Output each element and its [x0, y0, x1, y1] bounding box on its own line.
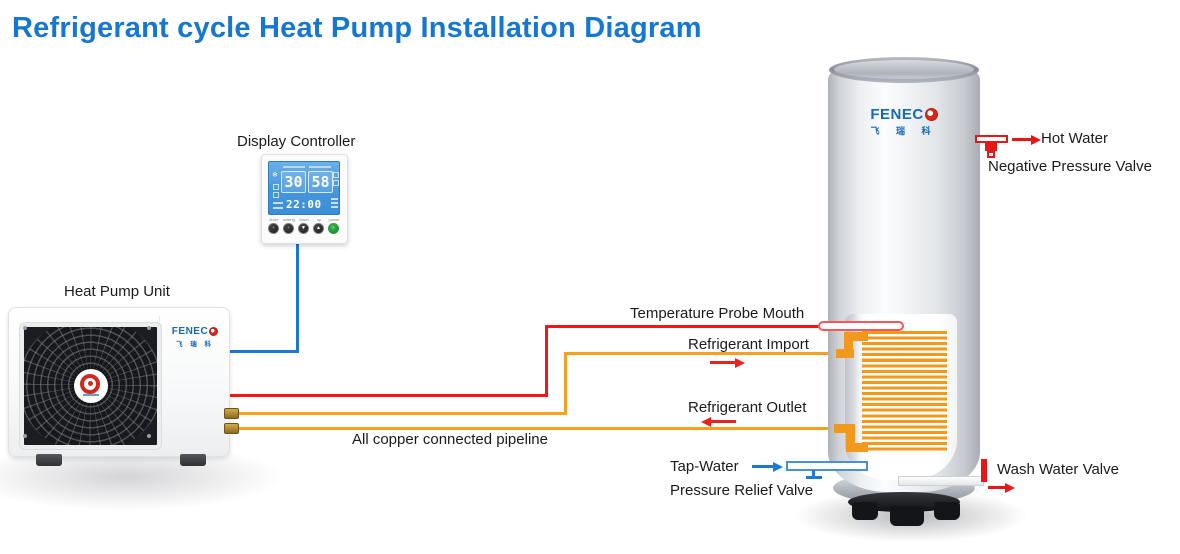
status-bar	[273, 202, 283, 204]
heat-pump-label: Heat Pump Unit	[64, 283, 170, 300]
screw-icon	[23, 326, 27, 330]
tap-water-label: Tap-Water	[670, 458, 739, 475]
refrigerant-import-label: Refrigerant Import	[688, 336, 809, 353]
mode-indicator-icon	[273, 184, 279, 190]
wash-water-flow-arrow-icon	[988, 486, 1006, 489]
outlet-valve-fitting-icon	[224, 423, 239, 434]
level-bar	[331, 202, 338, 204]
negative-pressure-valve-foot	[987, 151, 995, 158]
level-bar	[331, 198, 338, 200]
up-button-label: up	[316, 217, 322, 222]
heat-pump-unit: FENEC 飞 瑞 科	[8, 307, 230, 457]
heat-pump-foot	[180, 454, 206, 466]
import-valve-fitting-icon	[224, 408, 239, 419]
power-button: ◦	[328, 223, 339, 234]
brand-chinese-text: 飞 瑞 科	[870, 126, 938, 136]
outlet-line-horizontal	[228, 427, 852, 430]
refrigerant-import-arrow-icon	[710, 361, 736, 364]
display-controller: ❄ 30 58 22:00 timer setting down up powe…	[261, 154, 348, 244]
pressure-relief-valve-stem	[812, 470, 815, 477]
controller-wire-vertical	[296, 242, 299, 352]
probe-line-vertical	[545, 325, 548, 397]
coil-import-elbow	[844, 332, 853, 358]
fan-hub-core-icon	[88, 381, 93, 386]
pressure-relief-valve-label: Pressure Relief Valve	[670, 482, 814, 499]
coil-import-elbow	[844, 332, 868, 341]
hot-water-label: Hot Water	[1041, 130, 1108, 147]
controller-screen: ❄ 30 58 22:00	[268, 161, 340, 215]
tank-foot	[934, 502, 960, 520]
level-bar	[331, 206, 338, 208]
wash-water-valve	[981, 459, 987, 482]
import-line-horizontal-upper	[564, 352, 850, 355]
setting-button: ◦	[283, 223, 294, 234]
import-line-vertical	[564, 352, 567, 415]
screen-header-bar	[309, 166, 331, 168]
heat-exchanger-coil	[862, 331, 947, 453]
timer-button: ◦	[268, 223, 279, 234]
screw-icon	[147, 326, 151, 330]
screw-icon	[23, 434, 27, 438]
hot-water-flow-arrow-icon	[1012, 138, 1032, 141]
coil-outlet-elbow	[846, 424, 855, 452]
refrigerant-outlet-label: Refrigerant Outlet	[688, 399, 807, 416]
fan-hub-caption	[83, 394, 99, 396]
brand-chinese-text: 飞 瑞 科	[175, 341, 215, 348]
brand-name-text: FENEC	[171, 326, 209, 337]
timer-button-label: timer	[269, 217, 279, 222]
heat-pump-foot	[36, 454, 62, 466]
tank-brand-logo: FENEC 飞 瑞 科	[862, 106, 946, 137]
drain-pipe	[898, 476, 984, 486]
current-temp-display: 58	[308, 171, 333, 193]
mode-indicator-icon	[273, 192, 279, 198]
tank-foot	[890, 506, 924, 526]
negative-pressure-valve-label: Negative Pressure Valve	[988, 158, 1152, 175]
snowflake-icon: ❄	[272, 172, 278, 179]
tap-water-flow-arrow-icon	[752, 465, 774, 468]
wash-water-valve-label: Wash Water Valve	[997, 461, 1119, 478]
screw-icon	[147, 434, 151, 438]
brand-o-icon	[209, 327, 219, 336]
pressure-relief-valve-bar	[806, 476, 822, 479]
status-bar	[273, 207, 283, 209]
tank-level-icon	[333, 172, 339, 178]
tank-level-icon	[333, 180, 339, 186]
controller-wire-horizontal	[229, 350, 299, 353]
clock-display: 22:00	[286, 198, 322, 211]
refrigerant-outlet-arrow-icon	[710, 420, 736, 423]
coil-outlet-elbow	[846, 443, 868, 452]
page-title: Refrigerant cycle Heat Pump Installation…	[12, 12, 702, 44]
tank-foot	[852, 502, 878, 520]
copper-pipeline-label: All copper connected pipeline	[352, 431, 548, 448]
up-button: ▲	[313, 223, 324, 234]
temperature-probe-mouth-label: Temperature Probe Mouth	[630, 305, 805, 322]
tank-top-cap-inner	[834, 60, 974, 79]
brand-o-icon	[924, 108, 938, 121]
heat-pump-brand-logo: FENEC 飞 瑞 科	[167, 326, 223, 348]
down-button-label: down	[299, 217, 309, 222]
down-button: ▼	[298, 223, 309, 234]
tap-water-pipe	[786, 461, 868, 471]
temperature-probe	[818, 321, 904, 331]
import-line-horizontal-lower	[228, 412, 567, 415]
power-button-label: power	[328, 217, 340, 222]
screen-header-bar	[283, 166, 305, 168]
brand-name-text: FENEC	[870, 106, 924, 123]
fan-grille	[20, 323, 161, 449]
coil-outlet-elbow	[834, 424, 854, 433]
display-controller-label: Display Controller	[237, 133, 356, 150]
set-temp-display: 30	[281, 171, 306, 193]
fan-hub-logo	[74, 369, 108, 403]
setting-button-label: setting	[283, 217, 295, 222]
negative-pressure-valve-stem	[985, 142, 997, 151]
probe-line-horizontal-lower	[228, 394, 548, 397]
probe-line-horizontal-upper	[545, 325, 822, 328]
